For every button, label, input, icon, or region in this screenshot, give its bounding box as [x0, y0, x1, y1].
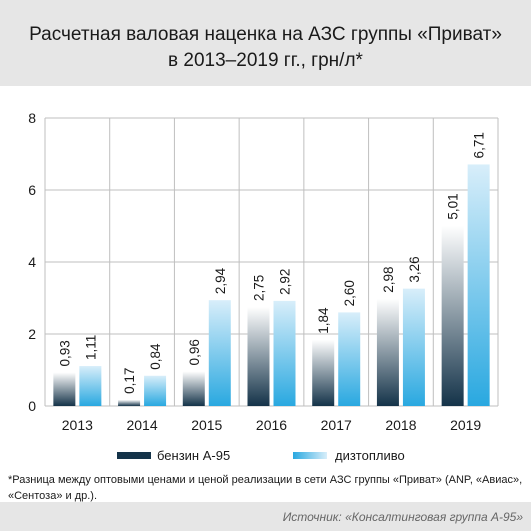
x-tick-label: 2017 [321, 417, 352, 433]
y-axis-ticks: 0 2 4 6 8 [28, 110, 36, 414]
data-label: 2,92 [278, 269, 293, 295]
bar-diesel [79, 366, 102, 406]
bar-chart: 0 2 4 6 8 0,93 1,11 0,17 0,84 0,96 2,94 2,75 2,92 1,… [28, 110, 499, 463]
bar-petrol [441, 225, 464, 406]
x-tick-label: 2016 [256, 417, 287, 433]
data-label: 5,01 [446, 193, 461, 219]
bar-diesel [144, 375, 167, 406]
data-label: 2,94 [213, 267, 228, 294]
data-label: 0,84 [148, 343, 163, 370]
y-tick-label: 4 [28, 254, 36, 270]
legend-swatch-petrol [117, 452, 151, 459]
bar-diesel [402, 288, 425, 406]
x-tick-label: 2014 [126, 417, 157, 433]
legend: бензин А-95 дизтопливо [117, 448, 405, 463]
footnote: *Разница между оптовыми ценами и ценой р… [8, 474, 523, 502]
bar-diesel [338, 312, 361, 406]
bar-petrol [53, 372, 76, 406]
bar-diesel [273, 300, 296, 406]
title-line-1: Расчетная валовая наценка на АЗС группы … [29, 24, 502, 45]
x-tick-label: 2018 [385, 417, 416, 433]
chart-title: Расчетная валовая наценка на АЗС группы … [0, 22, 531, 74]
legend-swatch-diesel [293, 452, 327, 459]
grid-lines [44, 117, 499, 407]
y-tick-label: 0 [28, 398, 36, 414]
data-label: 2,98 [381, 266, 396, 292]
data-label: 6,71 [472, 132, 487, 158]
bar-petrol [182, 371, 205, 406]
data-label: 0,96 [187, 339, 202, 365]
bar-diesel [467, 164, 490, 406]
bar-petrol [312, 339, 335, 406]
source-note: Источник: «Консалтинговая группа А-95» [282, 510, 523, 524]
x-tick-label: 2013 [62, 417, 93, 433]
data-label: 2,60 [342, 280, 357, 306]
bar-petrol [247, 307, 270, 406]
bar-petrol [376, 298, 399, 406]
bar-diesel [208, 300, 231, 406]
legend-label-diesel: дизтопливо [335, 448, 405, 463]
bar-petrol [118, 399, 141, 406]
legend-label-petrol: бензин А-95 [157, 448, 230, 463]
y-tick-label: 8 [28, 110, 36, 126]
y-tick-label: 2 [28, 326, 36, 342]
data-label: 1,84 [316, 307, 331, 334]
header: Расчетная валовая наценка на АЗС группы … [0, 0, 531, 86]
x-tick-label: 2015 [191, 417, 222, 433]
title-line-2: в 2013–2019 гг., грн/л* [168, 50, 363, 71]
data-label: 3,26 [407, 256, 422, 282]
y-tick-label: 6 [28, 182, 36, 198]
x-tick-label: 2019 [450, 417, 481, 433]
bars [53, 164, 490, 406]
data-label: 2,75 [252, 275, 267, 301]
x-axis-ticks: 2013 2014 2015 2016 2017 2018 2019 [62, 417, 482, 433]
data-label: 0,93 [57, 340, 72, 366]
value-labels: 0,93 1,11 0,17 0,84 0,96 2,94 2,75 2,92 1,84 2,60… [57, 132, 486, 394]
data-label: 0,17 [122, 368, 137, 394]
data-label: 1,11 [83, 335, 98, 360]
